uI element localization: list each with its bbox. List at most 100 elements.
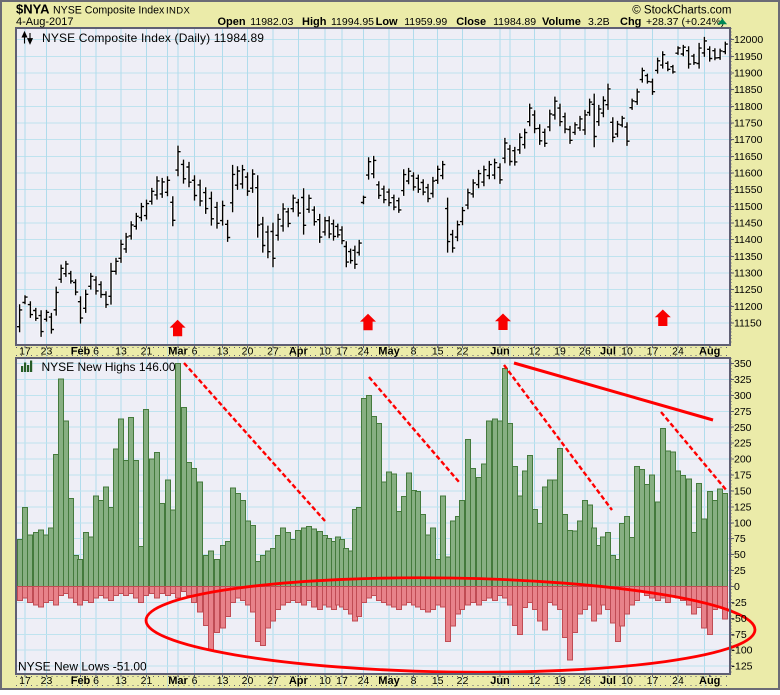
svg-text:19: 19 <box>554 346 566 358</box>
svg-text:4-Aug-2017: 4-Aug-2017 <box>16 16 74 28</box>
svg-text:17: 17 <box>647 346 659 358</box>
svg-text:+28.37: +28.37 <box>646 16 679 28</box>
svg-text:300: 300 <box>734 390 752 402</box>
svg-text:75: 75 <box>734 533 746 545</box>
svg-text:17: 17 <box>19 346 31 358</box>
svg-text:27: 27 <box>267 675 279 687</box>
svg-text:Mar: Mar <box>168 675 188 687</box>
svg-text:-50: -50 <box>732 613 747 625</box>
svg-text:6: 6 <box>93 675 99 687</box>
svg-text:Apr: Apr <box>289 675 309 687</box>
svg-text:11250: 11250 <box>734 284 763 296</box>
svg-text:Feb: Feb <box>71 675 91 687</box>
svg-text:-75: -75 <box>732 629 747 641</box>
svg-text:22: 22 <box>457 675 469 687</box>
svg-text:10: 10 <box>319 675 331 687</box>
svg-text:200: 200 <box>734 454 752 466</box>
svg-text:11300: 11300 <box>734 267 763 279</box>
svg-text:350: 350 <box>734 358 752 370</box>
svg-text:26: 26 <box>579 346 591 358</box>
svg-text:May: May <box>378 346 400 358</box>
svg-text:21: 21 <box>141 346 153 358</box>
svg-text:11994.95: 11994.95 <box>331 16 374 28</box>
svg-text:150: 150 <box>734 485 752 497</box>
svg-text:-25: -25 <box>732 597 747 609</box>
svg-text:11500: 11500 <box>734 201 763 213</box>
svg-text:325: 325 <box>734 374 752 386</box>
svg-text:13: 13 <box>115 346 127 358</box>
svg-text:-100: -100 <box>732 645 753 657</box>
svg-text:13: 13 <box>217 675 229 687</box>
svg-text:Mar: Mar <box>168 346 188 358</box>
svg-text:11900: 11900 <box>734 67 763 79</box>
svg-text:22: 22 <box>457 346 469 358</box>
svg-text:11800: 11800 <box>734 101 763 113</box>
svg-text:Aug: Aug <box>699 346 720 358</box>
svg-text:$NYA: $NYA <box>16 2 50 17</box>
svg-text:24: 24 <box>672 675 684 687</box>
svg-text:12000: 12000 <box>734 34 763 46</box>
svg-text:12: 12 <box>529 346 541 358</box>
svg-text:-125: -125 <box>732 661 753 673</box>
svg-text:11650: 11650 <box>734 151 763 163</box>
svg-text:13: 13 <box>217 346 229 358</box>
svg-text:6: 6 <box>93 346 99 358</box>
svg-text:High: High <box>302 16 327 28</box>
svg-text:Low: Low <box>376 16 398 28</box>
svg-text:275: 275 <box>734 406 752 418</box>
svg-text:(+0.24%): (+0.24%) <box>682 16 725 28</box>
svg-text:11400: 11400 <box>734 234 763 246</box>
svg-text:23: 23 <box>41 346 53 358</box>
svg-text:11700: 11700 <box>734 134 763 146</box>
svg-text:Aug: Aug <box>699 675 720 687</box>
svg-text:25: 25 <box>734 565 746 577</box>
svg-text:Open: Open <box>218 16 246 28</box>
svg-text:11959.99: 11959.99 <box>404 16 447 28</box>
svg-text:Chg: Chg <box>620 16 641 28</box>
svg-text:175: 175 <box>734 470 752 482</box>
svg-text:NYSE Composite Index (Daily) 1: NYSE Composite Index (Daily) 11984.89 <box>42 31 264 45</box>
svg-text:17: 17 <box>19 675 31 687</box>
svg-text:Volume: Volume <box>542 16 581 28</box>
svg-text:11984.89: 11984.89 <box>493 16 536 28</box>
svg-text:17: 17 <box>336 346 348 358</box>
svg-text:Jun: Jun <box>490 675 510 687</box>
svg-text:17: 17 <box>647 675 659 687</box>
svg-text:20: 20 <box>242 346 254 358</box>
svg-text:23: 23 <box>41 675 53 687</box>
svg-text:11750: 11750 <box>734 117 763 129</box>
svg-text:11950: 11950 <box>734 51 763 63</box>
svg-text:11150: 11150 <box>734 317 762 329</box>
svg-text:24: 24 <box>358 675 370 687</box>
svg-text:Jul: Jul <box>600 346 616 358</box>
svg-text:225: 225 <box>734 438 752 450</box>
svg-text:50: 50 <box>734 549 746 561</box>
svg-text:8: 8 <box>411 346 417 358</box>
svg-text:INDX: INDX <box>166 6 191 17</box>
svg-text:10: 10 <box>621 675 633 687</box>
svg-text:27: 27 <box>267 346 279 358</box>
svg-text:10: 10 <box>621 346 633 358</box>
svg-text:Apr: Apr <box>289 346 309 358</box>
svg-text:15: 15 <box>432 346 444 358</box>
svg-text:3.2B: 3.2B <box>588 16 610 28</box>
svg-text:100: 100 <box>734 517 752 529</box>
svg-text:21: 21 <box>141 675 153 687</box>
svg-text:19: 19 <box>554 675 566 687</box>
svg-text:26: 26 <box>579 675 591 687</box>
svg-text:11600: 11600 <box>734 167 763 179</box>
svg-text:11350: 11350 <box>734 251 763 263</box>
svg-text:May: May <box>378 675 400 687</box>
svg-text:15: 15 <box>432 675 444 687</box>
svg-text:Close: Close <box>456 16 486 28</box>
svg-text:250: 250 <box>734 422 752 434</box>
svg-text:6: 6 <box>192 346 198 358</box>
svg-text:125: 125 <box>734 501 752 513</box>
svg-text:24: 24 <box>672 346 684 358</box>
svg-text:10: 10 <box>319 346 331 358</box>
svg-text:20: 20 <box>242 675 254 687</box>
svg-text:NYSE Composite Index: NYSE Composite Index <box>53 5 165 17</box>
svg-text:11550: 11550 <box>734 184 763 196</box>
svg-text:Feb: Feb <box>71 346 91 358</box>
svg-text:11200: 11200 <box>734 301 763 313</box>
